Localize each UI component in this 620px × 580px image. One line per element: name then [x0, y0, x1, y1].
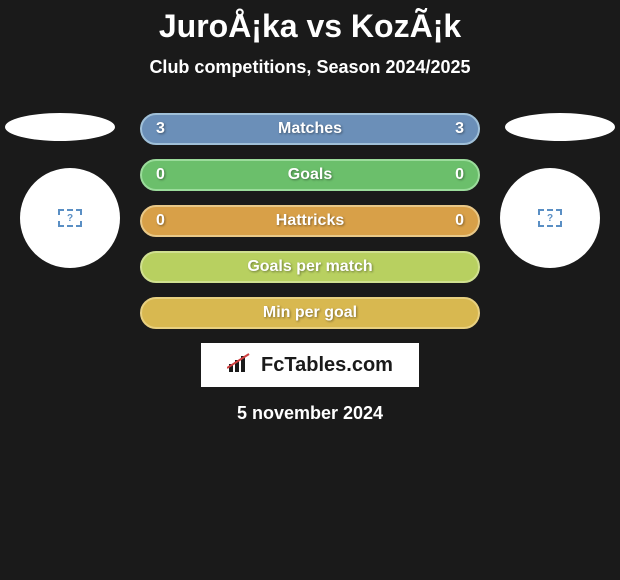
placeholder-icon: ? [58, 209, 82, 227]
logo-block: FcTables.com [201, 343, 419, 387]
logo-text: FcTables.com [261, 354, 393, 377]
stat-left-value: 0 [156, 166, 165, 184]
stat-label: Min per goal [263, 304, 357, 322]
stat-row-goals-per-match: Goals per match [140, 251, 480, 283]
stat-label: Matches [278, 120, 342, 138]
stat-row-matches: 3 Matches 3 [140, 113, 480, 145]
stat-row-min-per-goal: Min per goal [140, 297, 480, 329]
stat-right-value: 0 [455, 166, 464, 184]
stat-left-value: 3 [156, 120, 165, 138]
stat-rows: 3 Matches 3 0 Goals 0 0 Hattricks 0 Goal… [140, 113, 480, 329]
player-avatar-right: ? [500, 168, 600, 268]
stat-label: Goals per match [247, 258, 372, 276]
stat-right-value: 3 [455, 120, 464, 138]
stat-left-value: 0 [156, 212, 165, 230]
page-subtitle: Club competitions, Season 2024/2025 [0, 57, 620, 78]
comparison-area: ? ? 3 Matches 3 0 Goals 0 0 Hattricks 0 … [0, 113, 620, 329]
chart-icon [227, 352, 255, 378]
stat-label: Hattricks [276, 212, 344, 230]
stat-row-goals: 0 Goals 0 [140, 159, 480, 191]
player-shadow-right [505, 113, 615, 141]
placeholder-icon: ? [538, 209, 562, 227]
page-title: JuroÅ¡ka vs KozÃ¡k [0, 0, 620, 45]
date-text: 5 november 2024 [0, 403, 620, 424]
player-shadow-left [5, 113, 115, 141]
stat-label: Goals [288, 166, 332, 184]
stat-row-hattricks: 0 Hattricks 0 [140, 205, 480, 237]
stat-right-value: 0 [455, 212, 464, 230]
player-avatar-left: ? [20, 168, 120, 268]
